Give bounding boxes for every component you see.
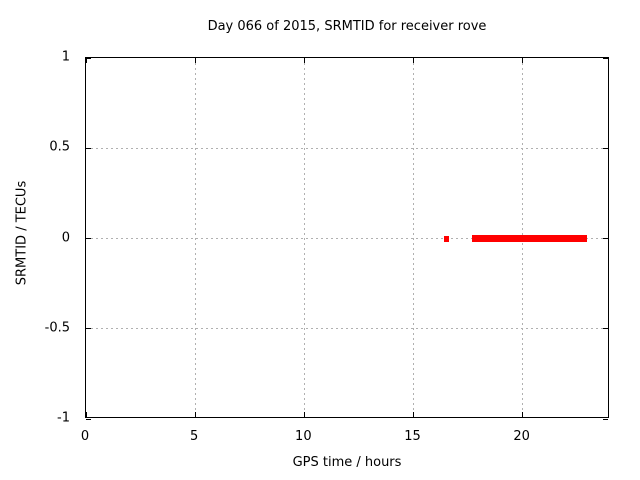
x-tick-label-5: 5: [190, 429, 199, 444]
gridline-x-10: [303, 58, 305, 417]
x-tickmark-bottom-5: [194, 412, 196, 417]
x-tickmark-bottom-10: [303, 412, 305, 417]
plot-area: [85, 57, 609, 420]
x-tickmark-top-5: [194, 58, 196, 63]
gridline-x-15: [413, 58, 414, 417]
y-tick-label-0: 0: [61, 230, 70, 245]
data-segment-srmtid-0: [444, 235, 450, 242]
y-tickmark-left-0: [86, 238, 91, 239]
x-tickmark-top-20: [522, 58, 524, 63]
y-tickmark-left-1: [86, 57, 91, 59]
y-tick-label--1: -1: [57, 410, 70, 426]
y-tick-label--0.5: -0.5: [44, 320, 70, 336]
x-tick-label-0: 0: [80, 429, 90, 444]
x-axis-label: GPS time / hours: [292, 455, 402, 470]
x-tickmark-bottom-20: [522, 412, 524, 417]
y-tickmark-right-1: [603, 57, 608, 59]
data-segment-srmtid-1: [472, 235, 588, 242]
x-tickmark-top-0: [85, 58, 87, 63]
x-tick-label-20: 20: [513, 429, 530, 444]
y-tick-label-0.5: 0.5: [49, 139, 70, 155]
y-tickmark-left--0.5: [86, 328, 91, 330]
chart-title: Day 066 of 2015, SRMTID for receiver rov…: [207, 19, 487, 34]
x-tickmark-bottom-0: [85, 412, 87, 417]
y-tickmark-left--1: [86, 418, 91, 420]
x-tick-label-10: 10: [295, 429, 312, 444]
y-tickmark-left-0.5: [86, 147, 91, 149]
y-tickmark-right-0.5: [603, 147, 608, 149]
x-tickmark-top-15: [413, 58, 414, 63]
gridline-x-5: [194, 58, 196, 417]
y-tickmark-right--1: [603, 418, 608, 420]
y-tickmark-right-0: [603, 238, 608, 239]
y-tick-label-1: 1: [61, 49, 70, 65]
x-tickmark-bottom-15: [413, 412, 414, 417]
x-tickmark-top-10: [303, 58, 305, 63]
gridline-y-0.5: [86, 147, 608, 149]
gridline-y-0: [86, 238, 608, 239]
gridline-y--0.5: [86, 328, 608, 330]
y-tickmark-right--0.5: [603, 328, 608, 330]
x-tick-label-15: 15: [404, 429, 421, 444]
